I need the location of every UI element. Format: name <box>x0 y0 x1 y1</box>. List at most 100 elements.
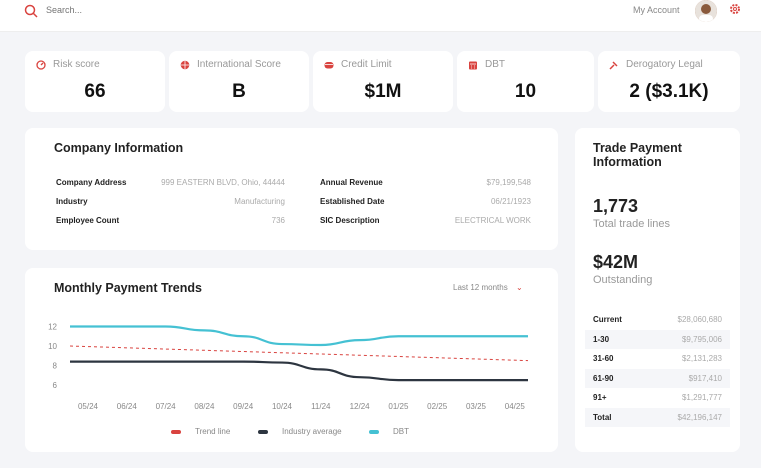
aging-row: 61-90 $917,410 <box>585 368 730 388</box>
y-tick-label: 8 <box>53 362 58 371</box>
search-input[interactable] <box>46 5 246 15</box>
aging-amount: $28,060,680 <box>677 315 723 324</box>
x-tick-label: 11/24 <box>311 402 331 411</box>
search-icon[interactable] <box>24 4 38 18</box>
y-tick-label: 10 <box>48 342 57 351</box>
total-trade-lines-value: 1,773 <box>593 196 639 216</box>
company-field: Industry Manufacturing <box>56 197 285 206</box>
field-value: Manufacturing <box>234 197 285 206</box>
my-account-link[interactable]: My Account <box>633 5 680 15</box>
aging-amount: $9,795,006 <box>681 334 722 344</box>
calendar-icon <box>469 61 477 70</box>
aging-row: 1-30 $9,795,006 <box>585 329 730 349</box>
kpi-label: Derogatory Legal <box>626 59 703 70</box>
field-label: Employee Count <box>56 216 120 225</box>
kpi-value: 2 ($3.1K) <box>629 81 709 102</box>
company-field: Company Address 999 EASTERN BLVD, Ohio, 4… <box>56 178 285 187</box>
monthly-payment-trends-card: Monthly Payment Trends Last 12 months ⌄ <box>25 268 558 452</box>
kpi-label: Risk score <box>53 59 100 70</box>
field-label: Established Date <box>320 197 385 206</box>
outstanding-value: $42M <box>593 252 639 272</box>
kpi-label: International Score <box>197 59 281 70</box>
company-field: SIC Description ELECTRICAL WORK <box>320 216 531 225</box>
kpi-value: B <box>232 81 246 102</box>
aging-bucket: 61-90 <box>593 373 614 383</box>
aging-row: 91+ $1,291,777 <box>585 388 730 407</box>
trade-payment-card: Trade Payment Information 1,773 Total tr… <box>575 128 740 452</box>
aging-row: Current $28,060,680 <box>585 310 730 329</box>
legend-swatch <box>258 429 268 434</box>
legend-label: DBT <box>393 427 409 436</box>
field-label: Industry <box>56 197 88 206</box>
x-tick-label: 09/24 <box>233 402 254 411</box>
aging-amount: $2,131,283 <box>681 354 722 363</box>
x-tick-label: 06/24 <box>117 402 138 411</box>
kpi-label: DBT <box>485 59 505 70</box>
x-tick-label: 02/25 <box>427 402 448 411</box>
kpi-card-dbt[interactable]: DBT 10 <box>457 51 594 112</box>
field-value: $79,199,548 <box>486 178 532 187</box>
globe-icon <box>180 60 190 70</box>
aging-row: Total $42,196,147 <box>585 407 730 427</box>
field-value: 736 <box>271 216 285 225</box>
field-value: ELECTRICAL WORK <box>454 216 531 225</box>
field-label: SIC Description <box>320 216 380 225</box>
legend-swatch <box>171 429 181 434</box>
top-bar: My Account <box>0 0 761 32</box>
company-field: Established Date 06/21/1923 <box>320 197 531 206</box>
series-line-dbt <box>70 325 528 347</box>
legend-industry-average: Industry average <box>258 427 342 436</box>
company-information-card: Company Information Company Address 999 E… <box>25 128 558 250</box>
period-select-value: Last 12 months <box>453 283 508 292</box>
x-tick-label: 08/24 <box>194 402 215 411</box>
x-tick-label: 04/25 <box>505 402 526 411</box>
aging-amount: $917,410 <box>688 373 722 383</box>
kpi-card-international-score[interactable]: International Score B <box>169 51 309 112</box>
aging-row: 31-60 $2,131,283 <box>585 349 730 368</box>
series-line-trend-line <box>69 345 529 362</box>
trends-title: Monthly Payment Trends <box>54 281 202 295</box>
credit-icon <box>324 62 334 69</box>
aging-bucket: 1-30 <box>593 334 610 344</box>
kpi-value: 10 <box>514 81 537 102</box>
x-tick-label: 03/25 <box>466 402 487 411</box>
aging-bucket: 91+ <box>593 393 607 402</box>
kpi-card-risk-score[interactable]: Risk score 66 <box>25 51 165 112</box>
trade-payment-title: Trade Payment Information <box>593 141 682 169</box>
company-field: Annual Revenue $79,199,548 <box>320 178 531 187</box>
field-value: 06/21/1923 <box>490 197 531 206</box>
field-label: Annual Revenue <box>320 178 383 187</box>
x-tick-label: 05/24 <box>78 402 99 411</box>
field-value: 999 EASTERN BLVD, Ohio, 44444 <box>161 178 285 187</box>
outstanding-label: Outstanding <box>593 274 653 286</box>
legend-trend-line: Trend line <box>171 427 230 436</box>
legend-label: Industry average <box>282 427 342 436</box>
gavel-icon <box>609 61 618 70</box>
gear-icon[interactable] <box>729 3 741 15</box>
kpi-card-credit-limit[interactable]: Credit Limit $1M <box>313 51 453 112</box>
kpi-label: Credit Limit <box>341 59 392 70</box>
kpi-card-derogatory-legal[interactable]: Derogatory Legal 2 ($3.1K) <box>598 51 740 112</box>
x-tick-label: 07/24 <box>156 402 177 411</box>
aging-bucket: Current <box>593 315 622 324</box>
legend-label: Trend line <box>195 427 231 436</box>
gauge-icon <box>36 60 46 70</box>
chevron-down-icon: ⌄ <box>515 283 523 292</box>
aging-bucket: Total <box>593 412 612 422</box>
aging-amount: $1,291,777 <box>681 393 722 402</box>
legend-swatch <box>369 429 379 434</box>
company-field: Employee Count 736 <box>56 216 285 225</box>
aging-bucket: 31-60 <box>593 354 614 363</box>
y-tick-label: 12 <box>48 323 57 332</box>
total-trade-lines-label: Total trade lines <box>593 218 671 230</box>
kpi-value: $1M <box>364 81 402 102</box>
x-tick-label: 10/24 <box>272 402 293 411</box>
legend-dbt: DBT <box>369 427 409 436</box>
company-info-title: Company Information <box>54 141 184 155</box>
period-select[interactable]: Last 12 months ⌄ <box>453 283 523 292</box>
x-tick-label: 01/25 <box>388 402 409 411</box>
field-label: Company Address <box>56 178 127 187</box>
series-line-industry-average <box>70 360 528 382</box>
avatar[interactable] <box>695 0 717 22</box>
